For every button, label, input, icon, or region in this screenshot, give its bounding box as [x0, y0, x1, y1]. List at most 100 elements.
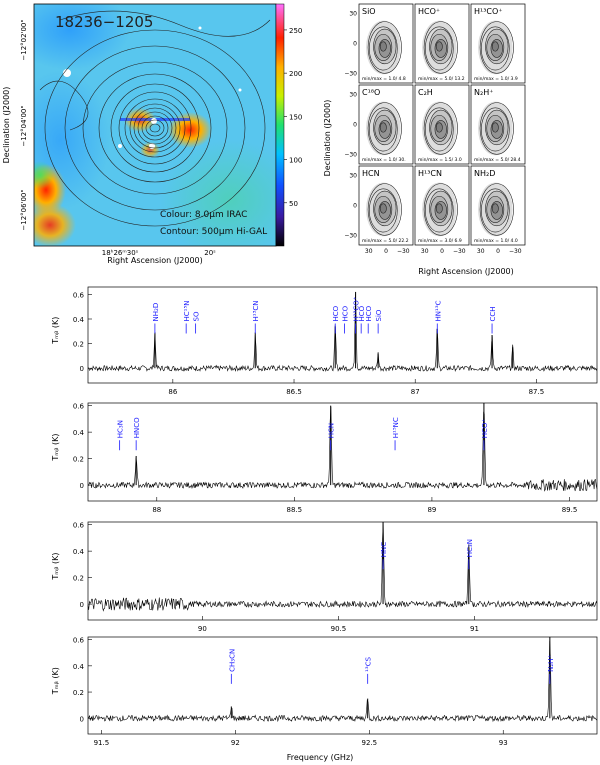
spectrum-panel: 0 0.2 0.4 0.6 91.5 92 92.5 93 Tₘᵦ (K) CH₃CN ¹³CS N₂… — [51, 637, 598, 747]
ytick-label: 0 — [80, 715, 84, 723]
line-id-label: HCN — [328, 423, 336, 438]
xtick-label: 87.5 — [529, 388, 545, 396]
spectrum-trace — [87, 522, 598, 612]
contour-line — [479, 183, 514, 236]
map-ylabel: Declination (J2000) — [2, 87, 11, 164]
line-id-label: HNC — [380, 542, 388, 558]
contour-line — [434, 201, 447, 220]
spectrum-trace — [87, 406, 598, 492]
xtick-label: 89 — [427, 506, 436, 514]
contour-line — [490, 120, 503, 139]
spectrum-frame — [87, 402, 598, 502]
contour-line — [423, 21, 458, 74]
ytick-label: 0.6 — [73, 403, 85, 411]
emission-fill — [478, 101, 513, 156]
minmax-label: min/max = 1.5/ 3.0 — [418, 157, 462, 163]
xtick-label: 91.5 — [94, 739, 110, 747]
contour-line — [434, 39, 447, 58]
contour-line — [435, 203, 443, 214]
map-xlabel: Right Ascension (J2000) — [107, 256, 203, 265]
grid-xtick: −30 — [509, 248, 522, 255]
contour-line — [479, 21, 514, 74]
grid-xtick: −30 — [397, 248, 410, 255]
grid-ytick: 0 — [353, 122, 357, 129]
contour-line — [481, 188, 510, 233]
contour-line — [490, 201, 503, 220]
grid-ytick: 0 — [353, 203, 357, 210]
xtick-label: 90 — [198, 625, 207, 633]
spectrum-panel: 0 0.2 0.4 0.6 88 88.5 89 89.5 Tₘᵦ (K) HC₃N HNCO HCN… — [51, 402, 598, 514]
contour-line — [379, 203, 387, 214]
line-id-label: N₂H⁺ — [547, 655, 555, 672]
grid-xtick: 0 — [384, 248, 388, 255]
colorbar-ticks: 250 200 150 100 50 — [284, 27, 302, 208]
molecule-label: C₂H — [418, 88, 433, 97]
emission-fill — [478, 20, 513, 75]
line-id-label: H¹³CO⁺ — [353, 296, 361, 321]
colorbar-tick-label: 250 — [289, 27, 302, 35]
legend-contour: Contour: 500μm Hi-GAL — [160, 227, 267, 237]
line-id-label: NH₂D — [152, 303, 160, 322]
ytick-label: 0.2 — [73, 341, 84, 349]
contour-line — [378, 39, 391, 58]
contour-line — [481, 26, 510, 71]
contour-line — [481, 107, 510, 152]
xtick-label: 90.5 — [331, 625, 347, 633]
colorbar — [275, 3, 285, 247]
line-id-label: SO — [193, 311, 201, 321]
molecule-label: NH₂D — [474, 169, 495, 178]
contour-line — [425, 188, 454, 233]
line-id-label: HC¹⁵N — [183, 300, 191, 321]
spectra-panels: 0 0.2 0.4 0.6 86 86.5 87 87.5 Tₘᵦ (K) NH₂D HC¹⁵N SO… — [51, 286, 598, 747]
contour-line — [491, 203, 499, 214]
contour-line — [367, 102, 402, 155]
line-id-label: HCO — [341, 305, 349, 321]
minmax-label: min/max = 1.0/ 4.0 — [474, 238, 518, 244]
contour-line — [491, 41, 499, 52]
map-ytick: −12°06'00" — [20, 189, 28, 230]
molecule-map-panel: C₂H min/max = 1.5/ 3.0 — [414, 84, 470, 165]
grid-ytick: 30 — [349, 172, 357, 179]
line-id-label: HCO⁺ — [481, 419, 489, 439]
contour-line — [435, 41, 443, 52]
line-id-label: HC₃N — [117, 420, 125, 438]
map-ytick: −12°02'00" — [20, 19, 28, 60]
xtick-label: 88 — [152, 506, 161, 514]
contour-line — [425, 26, 454, 71]
emission-fill — [366, 101, 401, 156]
contour-line — [423, 102, 458, 155]
contour-line — [435, 122, 443, 133]
line-id-label: HN¹³C — [434, 300, 442, 321]
minmax-label: min/max = 1.0/ 4.8 — [362, 76, 406, 82]
ytick-label: 0.6 — [73, 522, 85, 530]
contour-line — [369, 188, 398, 233]
grid-ytick: −30 — [344, 152, 357, 159]
ytick-label: 0 — [80, 482, 84, 490]
spectrum-panel: 0 0.2 0.4 0.6 86 86.5 87 87.5 Tₘᵦ (K) NH₂D HC¹⁵N SO… — [51, 286, 598, 396]
ytick-label: 0.6 — [73, 291, 85, 299]
line-id-label: HCO — [358, 305, 366, 321]
molecule-label: C¹⁸O — [362, 88, 380, 97]
grid-ytick: 30 — [349, 91, 357, 98]
ytick-label: 0.4 — [73, 548, 85, 556]
emission-fill — [422, 20, 457, 75]
emission-fill — [366, 182, 401, 237]
spectrum-frame — [87, 521, 598, 621]
grid-ytick: 0 — [353, 41, 357, 48]
xtick-label: 86 — [168, 388, 177, 396]
line-id-label: ¹³CS — [365, 656, 373, 672]
ytick-label: 0.2 — [73, 689, 84, 697]
molecule-label: N₂H⁺ — [474, 88, 493, 97]
line-id-label: CCH — [489, 306, 497, 321]
xtick-label: 92.5 — [361, 739, 377, 747]
molecule-label: HCO⁺ — [418, 7, 440, 16]
xtick-label: 91 — [470, 625, 479, 633]
xtick-label: 93 — [499, 739, 508, 747]
grid-ytick: 30 — [349, 10, 357, 17]
grid-xtick: 0 — [440, 248, 444, 255]
molecule-map-panel: N₂H⁺ min/max = 5.0/ 28.4 — [470, 84, 526, 165]
colorbar-tick-label: 100 — [289, 157, 302, 165]
contour-line — [378, 120, 391, 139]
grid-xtick: 30 — [365, 248, 373, 255]
line-id-label: H¹⁵NC — [392, 417, 400, 438]
